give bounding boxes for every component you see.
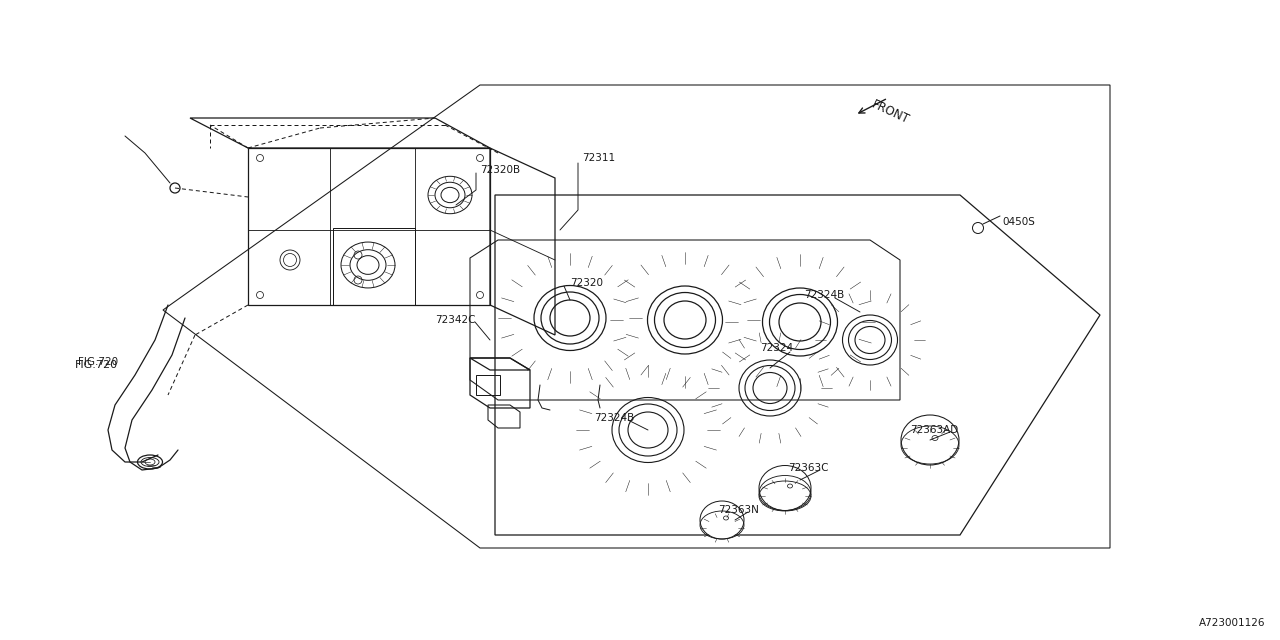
- Text: 72363N: 72363N: [718, 505, 759, 515]
- Text: FIG.720: FIG.720: [78, 357, 118, 367]
- Text: FIG.720: FIG.720: [76, 360, 118, 370]
- Text: 72342C: 72342C: [435, 315, 475, 325]
- Ellipse shape: [759, 465, 812, 511]
- Text: 72324: 72324: [760, 343, 794, 353]
- Ellipse shape: [901, 415, 959, 465]
- Text: 72363C: 72363C: [788, 463, 828, 473]
- Text: FRONT: FRONT: [870, 98, 911, 126]
- Text: 72363AD: 72363AD: [910, 425, 959, 435]
- Text: 0450S: 0450S: [1002, 217, 1034, 227]
- Ellipse shape: [700, 501, 744, 539]
- Text: 72320B: 72320B: [480, 165, 520, 175]
- Text: 72324B: 72324B: [594, 413, 635, 423]
- Text: A723001126: A723001126: [1198, 618, 1265, 628]
- Text: 72311: 72311: [582, 153, 616, 163]
- Text: 72324B: 72324B: [804, 290, 845, 300]
- Text: 72320: 72320: [570, 278, 603, 288]
